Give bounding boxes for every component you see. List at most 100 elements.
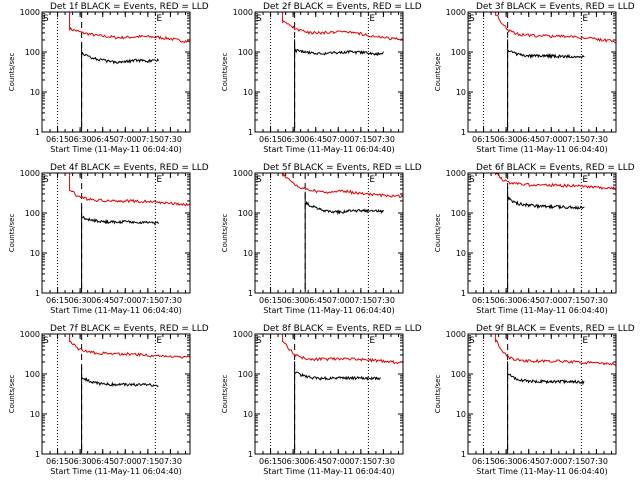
panel-data	[495, 12, 616, 132]
y-tick-label: 100	[451, 48, 466, 57]
y-axis-label: Counts/sec	[434, 53, 442, 92]
plot-frame	[467, 333, 617, 455]
y-tick-label: 1	[35, 450, 40, 459]
x-tick-label: 07:15	[136, 457, 159, 466]
panel-title: Det 8f BLACK = Events, RED = LLD	[263, 324, 422, 334]
series-line-lld	[69, 12, 190, 44]
x-tick-label: 06:30	[69, 457, 92, 466]
plot-frame	[254, 11, 404, 133]
x-tick-label: 06:15	[46, 457, 69, 466]
x-tick-label: 06:30	[69, 296, 92, 305]
x-tick-label: 06:30	[495, 296, 518, 305]
panel-title: Det 5f BLACK = Events, RED = LLD	[263, 163, 422, 173]
x-tick-label: 06:30	[495, 135, 518, 144]
y-tick-label: 1000	[20, 330, 40, 339]
series-line-lld	[495, 334, 616, 367]
panel-det-8: Det 8f BLACK = Events, RED = LLD 1 10 100 10…	[221, 324, 422, 476]
panel-title: Det 4f BLACK = Events, RED = LLD	[50, 163, 209, 173]
series-line-lld	[495, 173, 616, 191]
y-axis-label: Counts/sec	[221, 375, 229, 414]
x-tick-label: 06:15	[472, 296, 495, 305]
panel-data	[69, 334, 190, 454]
series-line-lld	[69, 173, 190, 207]
panel-det-4: Det 4f BLACK = Events, RED = LLD 1 10 100 10…	[8, 163, 209, 315]
x-tick-label: 06:15	[259, 457, 282, 466]
series-line-lld	[282, 12, 403, 41]
y-axis-label: Counts/sec	[434, 214, 442, 253]
x-tick-label: 06:15	[259, 296, 282, 305]
x-tick-label: 06:45	[91, 135, 114, 144]
panel-det-3: Det 3f BLACK = Events, RED = LLD 1 10 100 10…	[434, 2, 635, 154]
panel-data	[69, 173, 190, 293]
panel-data	[495, 173, 616, 293]
x-tick-label: 07:15	[349, 296, 372, 305]
x-axis-label: Start Time (11-May-11 06:04:40)	[263, 145, 394, 154]
x-tick-label: 06:45	[517, 296, 540, 305]
x-tick-label: 07:15	[136, 135, 159, 144]
y-tick-label: 10	[30, 88, 40, 97]
x-tick-label: 07:00	[114, 296, 137, 305]
x-tick-label: 06:45	[304, 457, 327, 466]
y-tick-label: 1000	[446, 330, 466, 339]
plot-frame	[41, 333, 191, 455]
plot-frame	[41, 172, 191, 294]
y-tick-label: 100	[451, 209, 466, 218]
y-axis-label: Counts/sec	[221, 53, 229, 92]
series-line-events	[507, 186, 585, 293]
x-tick-label: 06:15	[46, 296, 69, 305]
panel-data	[282, 12, 403, 132]
start-marker: S	[256, 175, 262, 185]
end-marker: E	[369, 336, 375, 346]
start-marker: S	[469, 14, 475, 24]
panel-data	[69, 12, 190, 132]
x-tick-label: 07:00	[327, 296, 350, 305]
plot-frame	[467, 11, 617, 133]
start-marker: S	[256, 336, 262, 346]
y-tick-label: 10	[456, 410, 466, 419]
x-axis-label: Start Time (11-May-11 06:04:40)	[50, 145, 181, 154]
y-tick-label: 100	[25, 48, 40, 57]
x-tick-label: 06:45	[91, 296, 114, 305]
panel-title: Det 9f BLACK = Events, RED = LLD	[476, 324, 635, 334]
y-axis-label: Counts/sec	[8, 214, 16, 253]
x-tick-label: 06:15	[472, 457, 495, 466]
series-line-events	[81, 366, 159, 454]
x-tick-label: 07:15	[349, 457, 372, 466]
start-marker: S	[469, 175, 475, 185]
x-tick-label: 06:15	[259, 135, 282, 144]
x-tick-label: 07:00	[540, 135, 563, 144]
y-tick-label: 10	[243, 410, 253, 419]
plot-frame	[467, 172, 617, 294]
panel-title: Det 3f BLACK = Events, RED = LLD	[476, 2, 635, 12]
y-tick-label: 100	[25, 209, 40, 218]
panel-det-2: Det 2f BLACK = Events, RED = LLD 1 10 100 10…	[221, 2, 422, 154]
y-tick-label: 1	[35, 128, 40, 137]
y-tick-label: 100	[238, 48, 253, 57]
panel-title: Det 1f BLACK = Events, RED = LLD	[50, 2, 209, 12]
x-tick-label: 07:30	[159, 457, 182, 466]
x-tick-label: 06:30	[282, 135, 305, 144]
series-line-lld	[495, 12, 616, 44]
y-tick-label: 1000	[446, 8, 466, 17]
plot-frame	[254, 333, 404, 455]
series-line-events	[507, 39, 585, 132]
panel-det-1: Det 1f BLACK = Events, RED = LLD 1 10 100 10…	[8, 2, 209, 154]
end-marker: E	[582, 175, 588, 185]
x-tick-label: 07:30	[585, 135, 608, 144]
y-tick-label: 1	[35, 289, 40, 298]
x-tick-label: 07:30	[585, 296, 608, 305]
panel-det-9: Det 9f BLACK = Events, RED = LLD 1 10 100 10…	[434, 324, 635, 476]
x-tick-label: 07:00	[114, 457, 137, 466]
end-marker: E	[582, 14, 588, 24]
y-tick-label: 1	[461, 450, 466, 459]
x-tick-label: 06:45	[304, 135, 327, 144]
plot-frame	[41, 11, 191, 133]
panel-title: Det 2f BLACK = Events, RED = LLD	[263, 2, 422, 12]
x-tick-label: 06:45	[91, 457, 114, 466]
x-axis-label: Start Time (11-May-11 06:04:40)	[476, 145, 607, 154]
x-tick-label: 07:30	[159, 296, 182, 305]
x-tick-label: 07:00	[114, 135, 137, 144]
end-marker: E	[156, 336, 162, 346]
x-tick-label: 06:30	[69, 135, 92, 144]
y-tick-label: 10	[456, 249, 466, 258]
